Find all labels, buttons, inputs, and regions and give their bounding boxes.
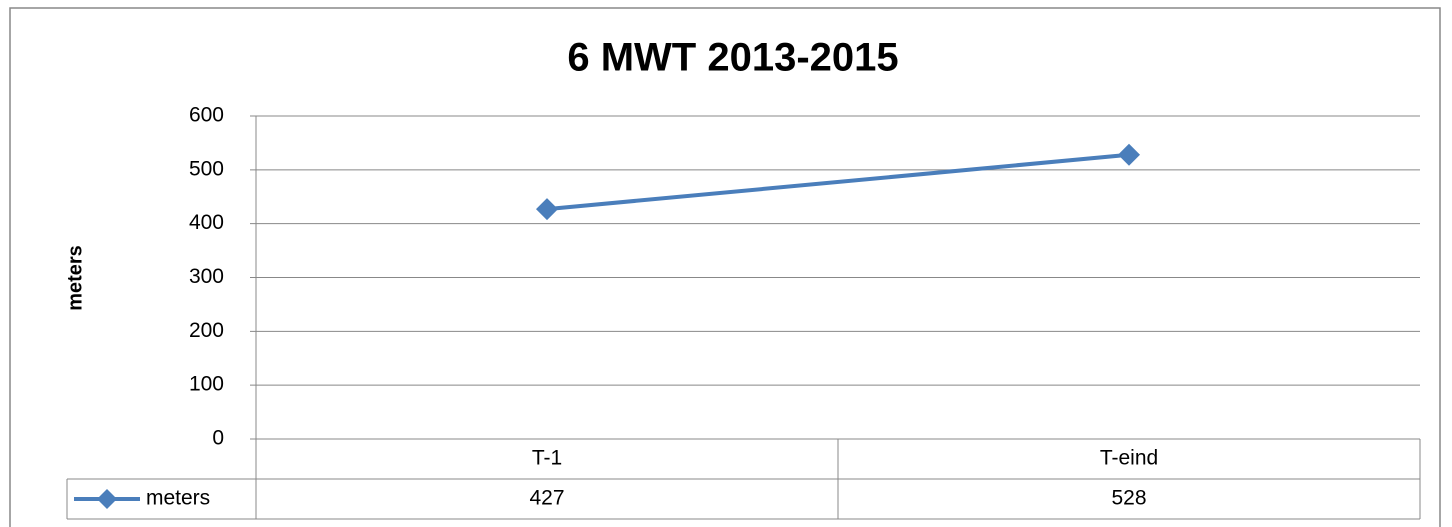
chart-frame — [9, 7, 1441, 527]
y-tick-label: 100 — [189, 373, 224, 396]
legend-marker — [97, 489, 117, 509]
x-tick-label: T-1 — [532, 447, 562, 470]
x-tick-label: T-eind — [1100, 447, 1158, 470]
series-line — [546, 152, 1130, 212]
y-tick-label: 300 — [189, 265, 224, 288]
y-tick-label: 500 — [189, 157, 224, 180]
y-tick-label: 600 — [189, 104, 224, 127]
legend-label: meters — [146, 487, 210, 510]
table-value: 427 — [529, 487, 564, 510]
y-tick-label: 200 — [189, 319, 224, 342]
marker — [536, 198, 558, 221]
y-tick-label: 0 — [212, 427, 224, 450]
marker — [1118, 143, 1140, 166]
y-axis-label: meters — [64, 245, 86, 311]
chart-title: 6 MWT 2013-2015 — [567, 36, 898, 80]
table-value: 528 — [1111, 487, 1146, 510]
y-tick-label: 400 — [189, 211, 224, 234]
